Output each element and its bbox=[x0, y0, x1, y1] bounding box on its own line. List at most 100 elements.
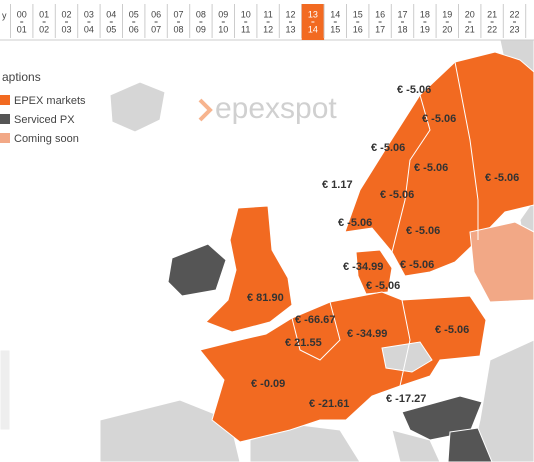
hour-to: 21 bbox=[465, 24, 475, 34]
hour-to: 22 bbox=[487, 24, 497, 34]
hour-from: 00 bbox=[17, 9, 27, 19]
logo: epexspot bbox=[215, 92, 337, 125]
hour-cell[interactable]: 08 09 bbox=[196, 9, 206, 34]
hour-cell[interactable]: 02 03 bbox=[61, 9, 71, 34]
hour-to: 18 bbox=[397, 24, 407, 34]
hour-from: 01 bbox=[39, 9, 49, 19]
price-label: € -17.27 bbox=[386, 393, 426, 405]
hour-to: 16 bbox=[353, 24, 363, 34]
hour-to: 01 bbox=[17, 24, 27, 34]
hour-from: 14 bbox=[330, 9, 340, 19]
price-label: € 1.17 bbox=[322, 179, 353, 191]
price-label: € -21.61 bbox=[309, 398, 349, 410]
legend-swatch bbox=[0, 133, 10, 143]
price-label: € -66.67 bbox=[295, 314, 335, 326]
hour-to: 14 bbox=[308, 24, 318, 34]
hour-from: 16 bbox=[375, 9, 385, 19]
legend: aptions EPEX markets Serviced PX Coming … bbox=[0, 70, 86, 145]
iceland bbox=[109, 81, 166, 133]
hour-from: 09 bbox=[218, 9, 228, 19]
hour-to: 13 bbox=[285, 24, 295, 34]
hour-from: 21 bbox=[487, 9, 497, 19]
legend-item: Serviced PX bbox=[14, 114, 75, 126]
hour-cell[interactable]: 06 07 bbox=[151, 9, 161, 34]
hour-from: 08 bbox=[196, 9, 206, 19]
border bbox=[454, 61, 479, 240]
hour-fragment: y bbox=[2, 10, 7, 20]
iberia bbox=[99, 399, 241, 462]
hour-to: 15 bbox=[330, 24, 340, 34]
map-shapes bbox=[0, 39, 534, 462]
border bbox=[391, 94, 431, 253]
hour-cell[interactable]: 14 15 bbox=[330, 9, 340, 34]
hour-cell[interactable]: 04 05 bbox=[106, 9, 116, 34]
hour-to: 19 bbox=[420, 24, 430, 34]
hour-cell[interactable]: 05 06 bbox=[129, 9, 139, 34]
hour-cell[interactable]: 21 22 bbox=[487, 9, 497, 34]
hour-to: 11 bbox=[241, 24, 250, 34]
hour-to: 06 bbox=[129, 24, 139, 34]
left-edge bbox=[0, 349, 11, 431]
hour-from: 17 bbox=[397, 9, 407, 19]
price-label: € -5.06 bbox=[414, 162, 448, 174]
hour-from: 20 bbox=[465, 9, 475, 19]
price-label: € -0.09 bbox=[251, 378, 285, 390]
hour-cell[interactable]: 12 13 bbox=[285, 9, 295, 34]
hour-to: 12 bbox=[263, 24, 273, 34]
price-label: € -5.06 bbox=[366, 280, 400, 292]
hour-cell[interactable]: 11 12 bbox=[263, 9, 273, 34]
hour-from: 07 bbox=[173, 9, 183, 19]
legend-item: Coming soon bbox=[14, 133, 79, 145]
price-label: € -5.06 bbox=[400, 259, 434, 271]
hour-from: 11 bbox=[263, 9, 272, 19]
hour-from: 04 bbox=[106, 9, 116, 19]
legend-item: EPEX markets bbox=[14, 95, 86, 107]
hour-to: 10 bbox=[218, 24, 228, 34]
price-label: € -5.06 bbox=[380, 189, 414, 201]
great-britain bbox=[205, 205, 293, 333]
price-labels: € -5.06€ -5.06€ -5.06€ -5.06€ -5.06€ 1.1… bbox=[247, 84, 519, 410]
hour-to: 04 bbox=[84, 24, 94, 34]
hour-from: 22 bbox=[509, 9, 519, 19]
hour-cell[interactable]: 01 02 bbox=[39, 9, 49, 34]
hour-to: 08 bbox=[173, 24, 183, 34]
hour-cell[interactable]: 00 01 bbox=[17, 9, 27, 34]
price-label: € -5.06 bbox=[435, 324, 469, 336]
hour-cell[interactable]: 10 11 bbox=[241, 9, 251, 34]
logo-chevron bbox=[198, 98, 213, 122]
hour-cell[interactable]: 13 14 bbox=[301, 4, 325, 40]
czechia bbox=[381, 341, 433, 373]
price-label: € 81.90 bbox=[247, 292, 284, 304]
hour-from: 10 bbox=[241, 9, 251, 19]
hour-from: 06 bbox=[151, 9, 161, 19]
nordic-markets bbox=[344, 51, 534, 277]
hour-to: 17 bbox=[375, 24, 385, 34]
continental-markets bbox=[199, 291, 487, 443]
hour-cell[interactable]: 22 23 bbox=[509, 9, 519, 34]
hour-to: 20 bbox=[442, 24, 452, 34]
price-label: € -5.06 bbox=[338, 217, 372, 229]
balkans bbox=[391, 429, 441, 462]
hour-cell[interactable]: 07 08 bbox=[173, 9, 183, 34]
price-label: € -5.06 bbox=[422, 113, 456, 125]
price-label: € -5.06 bbox=[397, 84, 431, 96]
legend-swatch bbox=[0, 95, 10, 105]
hour-from: 19 bbox=[442, 9, 452, 19]
hour-cell[interactable]: 09 10 bbox=[218, 9, 228, 34]
hour-cell[interactable]: 03 04 bbox=[84, 9, 94, 34]
legend-title: aptions bbox=[2, 70, 41, 84]
hour-cells: y 00 01 01 02 02 03 03 04 04 05 05 06 06 07 07 08 08 09 09 1… bbox=[0, 4, 534, 41]
hour-from: 18 bbox=[420, 9, 430, 19]
hour-bar bbox=[0, 0, 534, 40]
border bbox=[399, 299, 411, 387]
hour-from: 03 bbox=[84, 9, 94, 19]
price-label: € -34.99 bbox=[347, 328, 387, 340]
